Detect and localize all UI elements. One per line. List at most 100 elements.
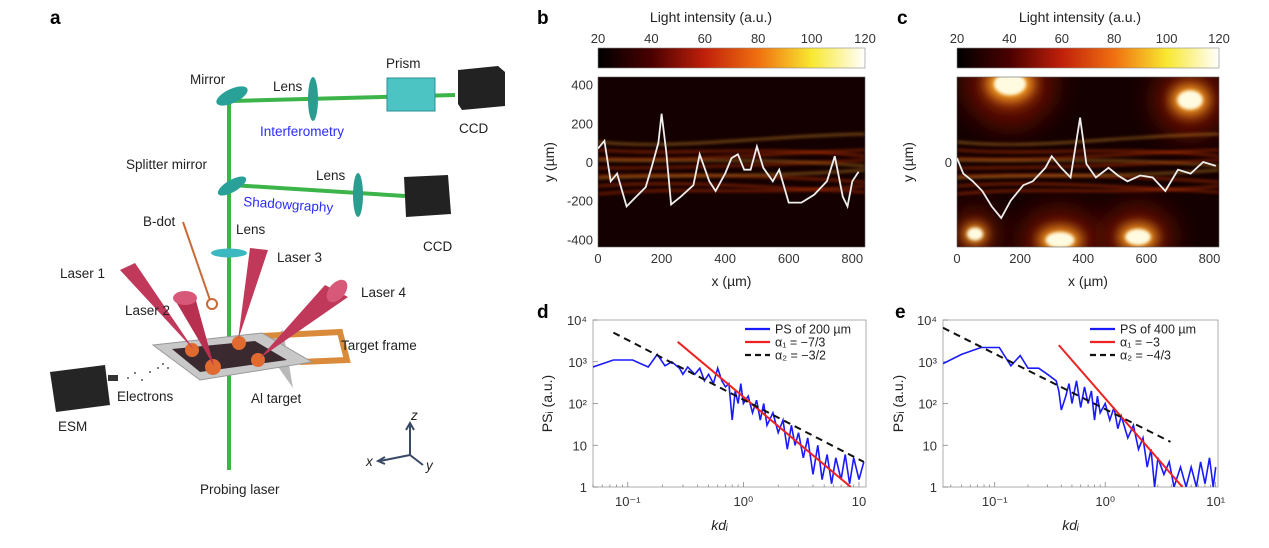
laser-4-icon bbox=[260, 285, 348, 358]
legend-entry: PS of 200 µm bbox=[775, 323, 851, 337]
y-axis-label: y (µm) bbox=[900, 142, 916, 182]
power-spectrum-plot-e bbox=[942, 319, 1219, 488]
y-tick-label: 10³ bbox=[918, 355, 937, 370]
y-tick-label: 10 bbox=[923, 438, 937, 453]
y-tick-label: 1 bbox=[930, 480, 937, 495]
label-prism: Prism bbox=[386, 56, 421, 71]
colorbar-tick-label: 20 bbox=[950, 31, 964, 46]
x-tick-label: 600 bbox=[1136, 251, 1158, 266]
series-line-1 bbox=[677, 341, 852, 487]
heatmap-panel-c bbox=[956, 47, 1220, 248]
axis-x-label: x bbox=[365, 454, 374, 469]
shadowgraphy-beam bbox=[231, 183, 406, 198]
label-esm: ESM bbox=[58, 419, 87, 434]
x-axis-label: kdᵢ bbox=[1062, 517, 1079, 533]
label-target-frame: Target frame bbox=[341, 338, 417, 353]
power-spectrum-plot-d bbox=[592, 319, 867, 488]
y-tick-label: 10² bbox=[918, 397, 937, 412]
laser-3-icon bbox=[238, 248, 268, 340]
colorbar bbox=[597, 47, 866, 69]
x-axis-label: x (µm) bbox=[712, 273, 752, 289]
y-tick-label: -200 bbox=[567, 194, 593, 209]
ccd-camera-icon bbox=[458, 66, 505, 110]
label-ccd-top: CCD bbox=[459, 121, 488, 136]
x-tick-label: 10⁰ bbox=[734, 494, 754, 509]
label-electrons: Electrons bbox=[117, 389, 174, 404]
x-tick-label: 400 bbox=[714, 251, 736, 266]
lens-icon bbox=[308, 77, 318, 121]
esm-icon bbox=[50, 365, 110, 412]
colorbar-tick-label: 80 bbox=[751, 31, 765, 46]
label-b-dot: B-dot bbox=[143, 214, 176, 229]
x-tick-label: 600 bbox=[778, 251, 800, 266]
x-tick-label: 0 bbox=[953, 251, 960, 266]
y-axis-label: PSᵢ (a.u.) bbox=[890, 375, 906, 432]
panel-label-a: a bbox=[50, 8, 61, 29]
b-dot-probe-icon bbox=[182, 221, 211, 301]
y-tick-label: 200 bbox=[571, 116, 593, 131]
series-line-2 bbox=[612, 331, 865, 463]
x-tick-label: 800 bbox=[1199, 251, 1221, 266]
panel-label-c: c bbox=[897, 8, 908, 29]
y-axis-label: PSᵢ (a.u.) bbox=[539, 375, 555, 432]
mirror-icon bbox=[216, 86, 248, 106]
panel-label-d: d bbox=[537, 302, 549, 323]
y-tick-label: 10 bbox=[573, 438, 587, 453]
label-mirror: Mirror bbox=[190, 72, 226, 87]
label-laser-4: Laser 4 bbox=[361, 285, 407, 300]
target-frame-icon bbox=[261, 328, 351, 365]
colorbar-tick-label: 20 bbox=[591, 31, 605, 46]
label-lens-top: Lens bbox=[273, 79, 303, 94]
splitter-mirror-icon bbox=[217, 176, 247, 196]
axis-y-label: y bbox=[425, 458, 434, 473]
label-laser-2: Laser 2 bbox=[125, 303, 170, 318]
label-laser-1: Laser 1 bbox=[60, 266, 105, 281]
colorbar-tick-label: 40 bbox=[1002, 31, 1016, 46]
axes-icon bbox=[375, 420, 424, 466]
prism-icon bbox=[386, 77, 436, 112]
y-tick-label: 1 bbox=[580, 480, 587, 495]
x-tick-label: 0 bbox=[594, 251, 601, 266]
legend-entry: α₁ = −3 bbox=[1120, 336, 1160, 350]
colorbar-tick-label: 60 bbox=[698, 31, 712, 46]
colorbar bbox=[956, 47, 1220, 69]
panel-label-e: e bbox=[895, 302, 906, 323]
x-tick-label: 10⁰ bbox=[1095, 494, 1115, 509]
legend-entry: α₂ = −4/3 bbox=[1120, 349, 1171, 363]
y-tick-label: 0 bbox=[945, 155, 952, 170]
ccd-camera-icon bbox=[404, 175, 451, 217]
legend-entry: α₁ = −7/3 bbox=[775, 336, 825, 350]
y-axis-label: y (µm) bbox=[541, 142, 557, 182]
electrons-icon bbox=[127, 363, 169, 381]
colorbar-title: Light intensity (a.u.) bbox=[1019, 9, 1141, 25]
label-lens-low: Lens bbox=[236, 222, 266, 237]
colorbar-title: Light intensity (a.u.) bbox=[650, 9, 772, 25]
x-tick-label: 800 bbox=[841, 251, 863, 266]
legend-entry: α₂ = −3/2 bbox=[775, 349, 826, 363]
target-plasma-icon bbox=[172, 341, 287, 372]
edge-profile-line bbox=[598, 113, 860, 210]
lens-icon bbox=[211, 248, 247, 258]
x-axis-label: x (µm) bbox=[1068, 273, 1108, 289]
setup-diagram: z x y Mirror Lens Prism CCD Interferomet… bbox=[50, 56, 505, 497]
panel-label-b: b bbox=[537, 8, 549, 29]
label-al-target: Al target bbox=[251, 391, 302, 406]
heatmap-image bbox=[957, 77, 1219, 247]
colorbar-tick-label: 100 bbox=[801, 31, 823, 46]
heatmap-image bbox=[598, 77, 865, 247]
y-tick-label: 0 bbox=[586, 155, 593, 170]
x-tick-label: 10⁻¹ bbox=[982, 494, 1008, 509]
y-tick-label: -400 bbox=[567, 232, 593, 247]
colorbar-tick-label: 40 bbox=[644, 31, 658, 46]
edge-profile-line bbox=[957, 117, 1217, 220]
laser-2-icon bbox=[175, 297, 214, 366]
label-shadowgraphy: Shadowgraphy bbox=[243, 194, 334, 215]
y-tick-label: 10⁴ bbox=[917, 313, 937, 328]
y-tick-label: 10⁴ bbox=[567, 313, 587, 328]
laser-1-icon bbox=[120, 263, 194, 350]
legend-entry: PS of 400 µm bbox=[1120, 323, 1196, 337]
heatmap-panel-b bbox=[597, 47, 866, 248]
axis-z-label: z bbox=[410, 408, 418, 423]
x-tick-label: 10¹ bbox=[1206, 494, 1225, 509]
series-line-0 bbox=[593, 353, 865, 484]
